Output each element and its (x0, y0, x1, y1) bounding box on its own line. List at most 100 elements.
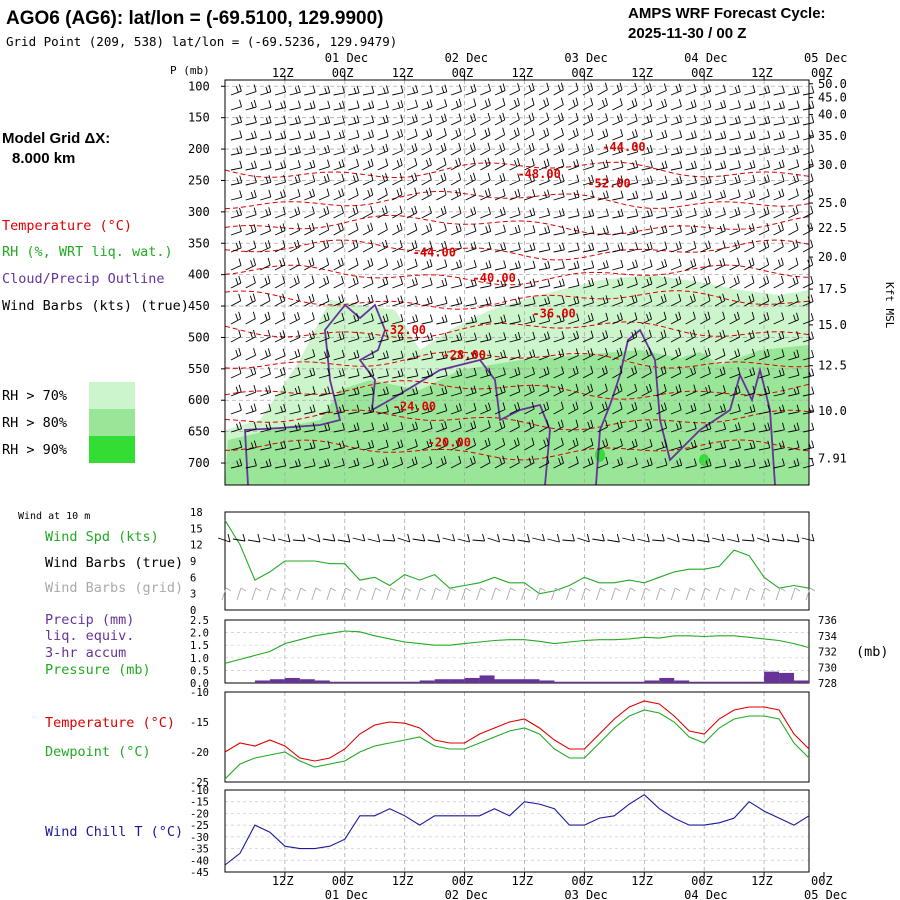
wind-barb (626, 312, 638, 325)
wind-barb (260, 223, 271, 236)
wind-barb (333, 188, 345, 201)
wind-barb (465, 84, 477, 96)
wind-barb (700, 440, 712, 451)
wind-barb (421, 386, 433, 397)
wind-barb (377, 187, 388, 201)
wind-barb (245, 293, 256, 307)
wind-barb (685, 190, 697, 201)
wind-barb (304, 458, 316, 469)
wind-barb (421, 314, 433, 325)
wind-barb (788, 331, 800, 343)
wind-barb (230, 311, 242, 325)
wind-barb (274, 174, 287, 186)
wind-barb (626, 144, 638, 156)
wind-barb (494, 207, 506, 219)
wind-barb (392, 222, 403, 236)
time-date-label: 01 Dec (325, 888, 368, 900)
kft-axis-label: Kft MSL (883, 282, 896, 329)
wind-barb (685, 329, 696, 343)
pressure-tick-label: 300 (188, 205, 210, 219)
wind-barb (494, 188, 506, 201)
wind-barb (450, 314, 463, 325)
wind-barb (304, 174, 316, 186)
wind-barb (714, 145, 727, 156)
precip-bar (674, 680, 690, 683)
wind-barb (626, 329, 638, 343)
time-hour-label: 00Z (691, 874, 713, 888)
surface-wind-barb-grid (551, 587, 561, 601)
wind-barb (538, 437, 550, 451)
isotherm-label: -44.00 (602, 140, 645, 154)
wind-barb (524, 112, 535, 126)
wind-barb (245, 458, 257, 469)
wind-barb (362, 129, 374, 141)
wind-barb (304, 440, 316, 451)
wind-barb (318, 145, 331, 156)
wind-barb (582, 190, 595, 201)
precip-bar (764, 671, 780, 683)
wind-barb (685, 83, 697, 96)
precip-bar (584, 681, 600, 683)
wind-barb (612, 420, 623, 433)
wind-barb (406, 404, 419, 415)
wind-barb (656, 347, 667, 361)
wind-barb (714, 348, 726, 361)
surface-wind-barb-true (786, 533, 800, 543)
wind-barb (480, 367, 492, 379)
wind-barb (465, 296, 477, 307)
wind-barb (729, 223, 741, 236)
surface-wind-barb-true (697, 533, 710, 543)
wind-barb (362, 276, 374, 289)
wind-barb (392, 295, 404, 307)
surface-wind-barb-grid (386, 587, 396, 601)
wind-barb (480, 420, 491, 433)
wind-barb (597, 438, 609, 451)
wind-barb (436, 296, 448, 307)
wind-barb (538, 331, 550, 343)
wind-barb (230, 99, 242, 111)
wind-barb (274, 458, 287, 469)
wind-barb (729, 207, 741, 219)
isotherm-label: -24.00 (393, 400, 436, 414)
wind-barb (626, 208, 639, 219)
wind-barb (362, 294, 374, 307)
wind-barb (773, 239, 784, 253)
wind-barb (788, 85, 800, 96)
wind-barb (362, 404, 375, 415)
precip-bar (644, 680, 660, 683)
wind-barb (333, 349, 345, 361)
precip-bar (719, 681, 735, 683)
wind-barb (230, 458, 243, 469)
wind-barb (465, 127, 476, 141)
wind-barb (436, 84, 448, 96)
wind-barb (274, 422, 287, 433)
wind-barb (626, 383, 638, 397)
wind-barb (465, 385, 477, 397)
wind-barb (392, 350, 404, 361)
wind-barb (494, 127, 506, 141)
wind-barb (729, 330, 740, 343)
grid-point-info: Grid Point (209, 538) lat/lon = (-69.523… (6, 34, 397, 49)
wind-barb (788, 275, 799, 289)
wind-barb (597, 242, 609, 253)
pressure-axis-label: P (mb) (170, 64, 210, 77)
wind-barb (480, 142, 491, 156)
wind-barb (509, 278, 521, 289)
wind-barb (597, 419, 608, 433)
pressure-ticks: 100 150 200 250 300 350 400 450 500 550 600 650 700 (188, 79, 225, 470)
wind-barb (685, 311, 696, 325)
wind-barb (494, 314, 507, 325)
isotherm-line (224, 161, 810, 179)
wind-barb (714, 130, 727, 141)
wind-barb (612, 330, 623, 343)
wind-barb (509, 173, 521, 186)
isotherm-line (224, 215, 810, 235)
wind-barb (377, 100, 389, 111)
wind-barb (538, 225, 551, 236)
surface-wind-barb-grid (326, 587, 337, 601)
surface-wind-barb-grid (446, 587, 456, 601)
wind-barb (245, 421, 257, 433)
wind-barb (641, 311, 652, 325)
wind-barb (304, 422, 316, 433)
wind-barb (377, 129, 389, 141)
